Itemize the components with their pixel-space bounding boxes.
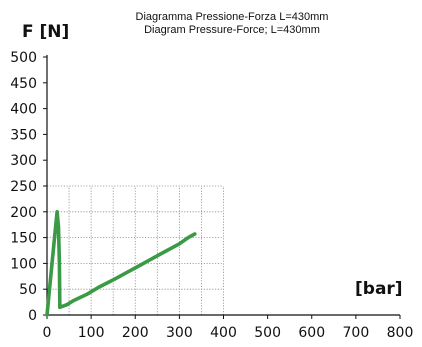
x-tick-label: 500 <box>254 325 281 341</box>
y-tick-label: 150 <box>10 231 37 247</box>
x-tick-label: 600 <box>298 325 325 341</box>
chart-title-line-1: Diagramma Pressione-Forza L=430mm <box>136 11 329 23</box>
x-tick-labels: 0 100 200 300 400 500 600 700 800 <box>43 315 414 341</box>
x-tick-label: 800 <box>387 325 414 341</box>
x-tick-label: 100 <box>78 325 105 341</box>
y-tick-label: 400 <box>10 102 37 118</box>
y-tick-label: 300 <box>10 153 37 169</box>
series-line <box>45 210 197 317</box>
y-tick-label: 500 <box>10 50 37 66</box>
x-tick-label: 700 <box>343 325 370 341</box>
y-tick-label: 450 <box>10 76 37 92</box>
axes <box>46 55 400 316</box>
y-tick-label: 250 <box>10 179 37 195</box>
y-tick-label: 100 <box>10 256 37 272</box>
x-axis-label: [bar] <box>355 279 403 299</box>
y-tick-label: 0 <box>28 308 37 324</box>
y-tick-label: 200 <box>10 205 37 221</box>
y-axis-label: F [N] <box>22 22 69 42</box>
y-tick-label: 350 <box>10 127 37 143</box>
x-tick-label: 0 <box>43 325 52 341</box>
x-tick-label: 400 <box>210 325 237 341</box>
y-tick-label: 50 <box>19 282 37 298</box>
data-series <box>45 210 197 317</box>
x-tick-label: 300 <box>166 325 193 341</box>
x-tick-label: 200 <box>122 325 149 341</box>
chart-title-line-2: Diagram Pressure-Force; L=430mm <box>144 24 320 36</box>
grid <box>47 185 224 315</box>
